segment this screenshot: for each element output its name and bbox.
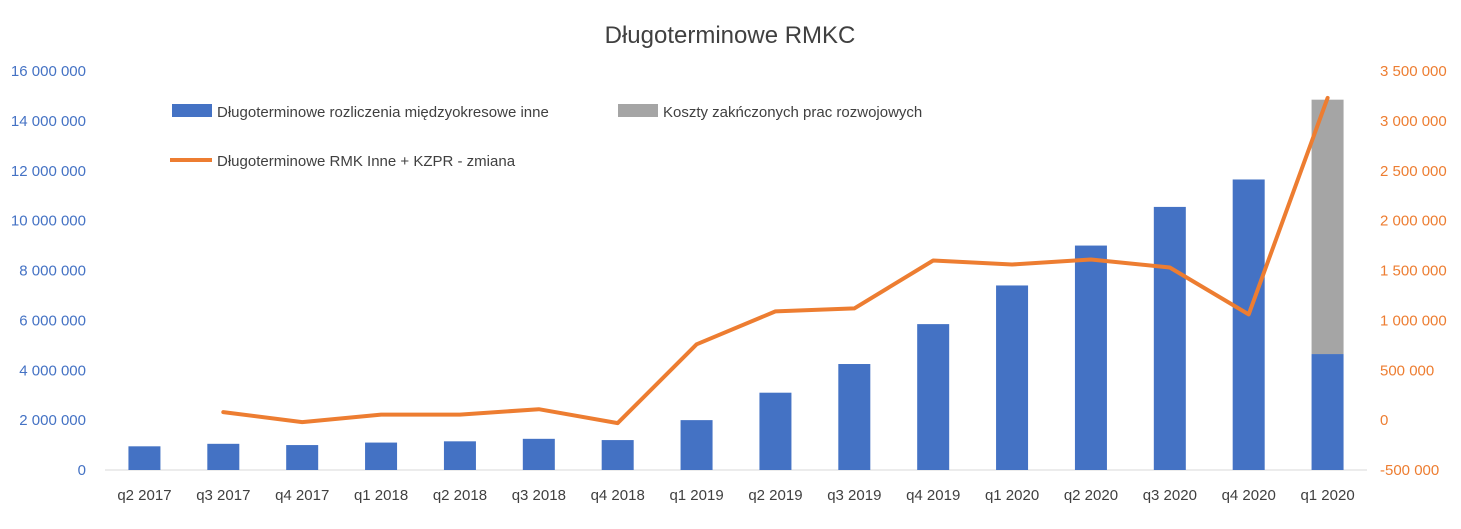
x-tick-label: q2 2019 bbox=[748, 487, 802, 504]
bar-series-1 bbox=[996, 285, 1029, 470]
bars bbox=[128, 99, 1344, 471]
x-tick-label: q2 2018 bbox=[433, 487, 487, 504]
right-tick-label: 3 000 000 bbox=[1380, 113, 1447, 130]
x-tick-label: q1 2020 bbox=[985, 487, 1039, 504]
right-tick-label: 1 500 000 bbox=[1380, 263, 1447, 280]
right-tick-label: 1 000 000 bbox=[1380, 312, 1447, 329]
right-tick-label: 0 bbox=[1380, 412, 1388, 429]
bar-series-1 bbox=[1074, 245, 1107, 470]
bar-series-1 bbox=[1153, 206, 1186, 471]
left-tick-label: 16 000 000 bbox=[11, 63, 86, 80]
right-axis: -500 000 0 500 000 1 000 000 1 500 000 2 000 … bbox=[1380, 63, 1447, 479]
legend-label-series-1: Długoterminowe rozliczenia międzyokresow… bbox=[217, 104, 549, 121]
right-tick-label: -500 000 bbox=[1380, 462, 1439, 479]
x-tick-label: q4 2017 bbox=[275, 487, 329, 504]
bar-series-1 bbox=[1232, 179, 1265, 470]
legend-swatch-series-2 bbox=[618, 104, 658, 117]
bar-series-1 bbox=[680, 420, 713, 470]
x-tick-label: q3 2019 bbox=[827, 487, 881, 504]
left-tick-label: 6 000 000 bbox=[19, 312, 86, 329]
left-tick-label: 14 000 000 bbox=[11, 113, 86, 130]
left-tick-label: 10 000 000 bbox=[11, 213, 86, 230]
legend-swatch-series-1 bbox=[172, 104, 212, 117]
x-tick-label: q4 2019 bbox=[906, 487, 960, 504]
bar-series-1 bbox=[917, 324, 950, 470]
left-axis: 0 2 000 000 4 000 000 6 000 000 8 000 000 10 … bbox=[11, 63, 86, 479]
bar-series-1 bbox=[759, 392, 792, 470]
left-tick-label: 12 000 000 bbox=[11, 163, 86, 180]
line-series-path bbox=[221, 95, 1330, 426]
legend-label-series-3: Długoterminowe RMK Inne + KZPR - zmiana bbox=[217, 153, 516, 170]
x-axis: q2 2017 q3 2017 q4 2017 q1 2018 q2 2018 q3 20… bbox=[117, 487, 1354, 504]
bar-series-1 bbox=[443, 441, 476, 470]
x-tick-label: q1 2018 bbox=[354, 487, 408, 504]
right-tick-label: 3 500 000 bbox=[1380, 63, 1447, 80]
bar-series-1 bbox=[286, 445, 319, 470]
x-tick-label: q1 2019 bbox=[669, 487, 723, 504]
bar-series-1 bbox=[128, 446, 161, 470]
bar-series-1 bbox=[522, 438, 555, 470]
bar-series-1 bbox=[1311, 354, 1344, 470]
x-tick-label: q3 2020 bbox=[1143, 487, 1197, 504]
legend: Długoterminowe rozliczenia międzyokresow… bbox=[170, 104, 922, 170]
right-tick-label: 2 000 000 bbox=[1380, 213, 1447, 230]
bar-series-1 bbox=[838, 364, 871, 470]
bar-series-1 bbox=[601, 440, 634, 470]
chart-title: Długoterminowe RMKC bbox=[605, 22, 856, 49]
line-series bbox=[221, 95, 1330, 426]
x-tick-label: q2 2020 bbox=[1064, 487, 1118, 504]
x-tick-label: q2 2017 bbox=[117, 487, 171, 504]
left-tick-label: 0 bbox=[78, 462, 86, 479]
x-tick-label: q4 2020 bbox=[1222, 487, 1276, 504]
left-tick-label: 2 000 000 bbox=[19, 412, 86, 429]
bar-series-1 bbox=[207, 443, 240, 470]
legend-label-series-2: Koszty zakńczonych prac rozwojowych bbox=[663, 104, 922, 121]
bar-series-1 bbox=[365, 442, 398, 470]
right-tick-label: 500 000 bbox=[1380, 362, 1434, 379]
x-tick-label: q3 2018 bbox=[512, 487, 566, 504]
x-tick-label: q4 2018 bbox=[591, 487, 645, 504]
x-tick-label: q1 2020 bbox=[1300, 487, 1354, 504]
bar-series-2 bbox=[1311, 99, 1344, 355]
left-tick-label: 4 000 000 bbox=[19, 362, 86, 379]
left-tick-label: 8 000 000 bbox=[19, 263, 86, 280]
x-tick-label: q3 2017 bbox=[196, 487, 250, 504]
right-tick-label: 2 500 000 bbox=[1380, 163, 1447, 180]
